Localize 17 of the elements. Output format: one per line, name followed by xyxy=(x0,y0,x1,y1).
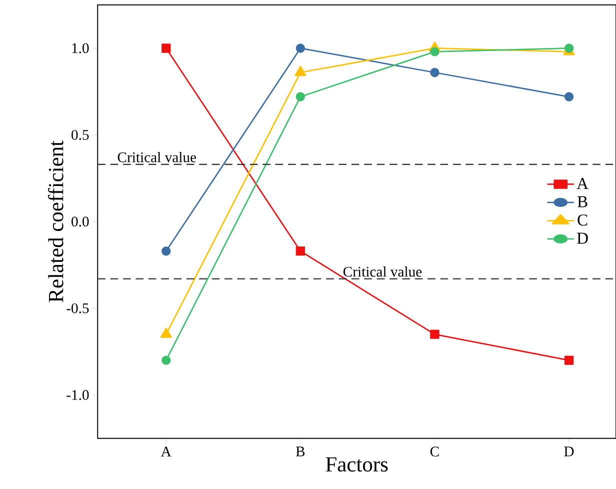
y-axis-title: Related coefficient xyxy=(48,140,64,302)
x-tick-label: A xyxy=(160,446,172,456)
y-tick-label: 0.5 xyxy=(72,130,89,140)
legend-label: D xyxy=(577,232,588,244)
legend-label: C xyxy=(578,214,588,226)
ref-line-label: Critical value xyxy=(118,152,196,162)
x-tick-label: D xyxy=(564,446,574,456)
y-tick-label: 1.0 xyxy=(72,43,89,54)
y-tick-label: -1.0 xyxy=(66,390,89,400)
y-tick-label: 0.0 xyxy=(72,216,89,227)
legend-label: A xyxy=(576,178,588,189)
x-tick-label: B xyxy=(296,446,305,456)
legend-label: B xyxy=(577,196,588,208)
ref-line-label: Critical value xyxy=(343,266,422,277)
x-tick-label: C xyxy=(430,446,439,456)
x-axis-title: Factors xyxy=(326,457,388,472)
y-tick-label: -0.5 xyxy=(66,303,89,314)
